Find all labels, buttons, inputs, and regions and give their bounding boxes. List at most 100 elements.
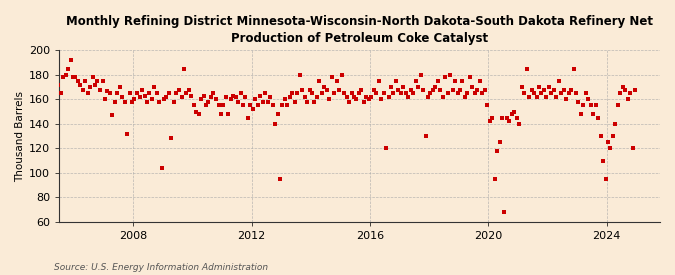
Point bbox=[112, 91, 123, 95]
Point bbox=[105, 91, 115, 95]
Point bbox=[265, 95, 275, 99]
Point bbox=[491, 148, 502, 153]
Point bbox=[68, 75, 78, 79]
Point bbox=[166, 136, 177, 141]
Point bbox=[60, 73, 71, 77]
Point bbox=[193, 112, 204, 116]
Point bbox=[327, 75, 338, 79]
Point bbox=[600, 177, 611, 181]
Point bbox=[410, 79, 421, 83]
Title: Monthly Refining District Minnesota-Wisconsin-North Dakota-South Dakota Refinery: Monthly Refining District Minnesota-Wisc… bbox=[66, 15, 653, 45]
Point bbox=[70, 75, 81, 79]
Point bbox=[282, 103, 293, 108]
Point bbox=[575, 112, 586, 116]
Point bbox=[154, 100, 165, 104]
Point bbox=[529, 91, 539, 95]
Point bbox=[329, 91, 340, 95]
Point bbox=[450, 79, 460, 83]
Point bbox=[90, 82, 101, 87]
Point bbox=[388, 91, 399, 95]
Point bbox=[554, 79, 564, 83]
Point bbox=[378, 91, 389, 95]
Point bbox=[136, 87, 147, 92]
Point bbox=[499, 210, 510, 214]
Point bbox=[109, 100, 120, 104]
Point bbox=[72, 79, 83, 83]
Point bbox=[400, 91, 411, 95]
Point bbox=[593, 116, 603, 120]
Point bbox=[97, 79, 108, 83]
Point bbox=[427, 87, 438, 92]
Point bbox=[230, 95, 241, 99]
Point bbox=[457, 79, 468, 83]
Point bbox=[302, 100, 313, 104]
Point bbox=[442, 91, 453, 95]
Point bbox=[99, 97, 110, 101]
Point bbox=[445, 73, 456, 77]
Point bbox=[452, 91, 463, 95]
Point bbox=[346, 91, 357, 95]
Point bbox=[408, 91, 418, 95]
Point bbox=[95, 87, 105, 92]
Point bbox=[423, 95, 433, 99]
Point bbox=[583, 97, 594, 101]
Point bbox=[43, 75, 53, 79]
Point bbox=[173, 87, 184, 92]
Point bbox=[178, 67, 189, 71]
Point bbox=[541, 95, 551, 99]
Point bbox=[321, 87, 332, 92]
Point bbox=[146, 97, 157, 101]
Point bbox=[218, 103, 229, 108]
Point bbox=[238, 103, 248, 108]
Point bbox=[421, 134, 431, 138]
Point bbox=[376, 97, 387, 101]
Point bbox=[334, 87, 345, 92]
Point bbox=[371, 91, 381, 95]
Point bbox=[63, 67, 74, 71]
Point bbox=[506, 112, 517, 116]
Point bbox=[82, 91, 93, 95]
Point bbox=[460, 95, 470, 99]
Point bbox=[425, 91, 436, 95]
Point bbox=[309, 100, 320, 104]
Point bbox=[558, 87, 569, 92]
Point bbox=[213, 103, 224, 108]
Point bbox=[225, 97, 236, 101]
Point bbox=[260, 91, 271, 95]
Point bbox=[351, 97, 362, 101]
Point bbox=[284, 95, 295, 99]
Point bbox=[570, 91, 581, 95]
Point bbox=[176, 95, 187, 99]
Point bbox=[275, 177, 286, 181]
Point bbox=[536, 91, 547, 95]
Point bbox=[164, 91, 175, 95]
Point bbox=[119, 100, 130, 104]
Point bbox=[479, 87, 490, 92]
Point bbox=[248, 107, 259, 111]
Point bbox=[477, 91, 487, 95]
Point bbox=[472, 87, 483, 92]
Point bbox=[381, 146, 392, 150]
Point bbox=[349, 95, 360, 99]
Point bbox=[391, 79, 402, 83]
Point bbox=[361, 95, 372, 99]
Point bbox=[406, 87, 416, 92]
Point bbox=[342, 95, 352, 99]
Point bbox=[151, 91, 162, 95]
Point bbox=[292, 91, 302, 95]
Point bbox=[124, 91, 135, 95]
Point bbox=[393, 87, 404, 92]
Point bbox=[78, 87, 88, 92]
Point bbox=[299, 95, 310, 99]
Point bbox=[304, 87, 315, 92]
Point bbox=[543, 85, 554, 89]
Point bbox=[65, 58, 76, 62]
Point bbox=[418, 87, 429, 92]
Point bbox=[605, 146, 616, 150]
Point bbox=[430, 85, 441, 89]
Point bbox=[526, 87, 537, 92]
Point bbox=[368, 87, 379, 92]
Point bbox=[336, 73, 347, 77]
Point bbox=[297, 87, 308, 92]
Point bbox=[613, 103, 624, 108]
